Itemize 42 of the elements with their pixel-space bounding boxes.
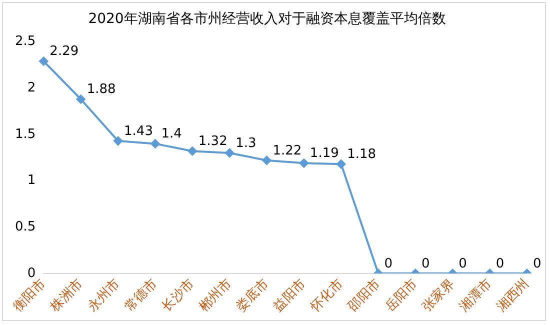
x-tick-label: 娄底市: [234, 276, 272, 315]
x-tick-label: 怀化市: [307, 276, 346, 316]
point: [336, 160, 346, 169]
x-tick-label: 张家界: [418, 276, 458, 315]
data-label: 2.29: [50, 44, 79, 60]
x-tick-label: 岳阳市: [382, 276, 421, 315]
point: [114, 136, 123, 146]
x-tick-label: 湘西州: [494, 276, 532, 315]
y-tick-label: 0.5: [14, 219, 36, 234]
point: [39, 56, 48, 66]
data-label: 1.3: [236, 136, 256, 151]
point: [150, 139, 160, 148]
point: [262, 156, 272, 165]
x-tick-label: 邵阳市: [345, 276, 384, 315]
y-tick-label: 1.5: [14, 126, 36, 142]
y-tick-label: 2.5: [14, 34, 36, 50]
data-label: 1.88: [86, 82, 116, 98]
x-tick-label: 常德市: [122, 276, 160, 315]
chart-title: 2020年湖南省各市州经营收入对于融资本息覆盖平均倍数: [88, 11, 446, 28]
x-tick-label: 株洲市: [47, 276, 86, 316]
point: [76, 94, 86, 104]
data-label: 0: [421, 256, 430, 272]
point: [299, 158, 308, 168]
data-label: 1.18: [347, 146, 376, 162]
point: [225, 148, 234, 158]
x-tick-label: 永州市: [84, 276, 124, 315]
data-label: 0: [458, 256, 467, 272]
data-label: 1.32: [198, 134, 228, 149]
x-tick-label: 益阳市: [270, 276, 310, 315]
y-tick-label: 1: [27, 173, 36, 188]
data-label: 0: [384, 256, 393, 272]
data-label: 1.43: [124, 124, 153, 139]
data-label: 0: [533, 256, 542, 272]
y-tick-label: 2: [27, 80, 36, 96]
data-label: 0: [496, 256, 504, 272]
x-tick-label: 郴州市: [196, 276, 235, 315]
data-label: 1.19: [310, 146, 339, 162]
x-tick-label: 湘潭市: [456, 276, 496, 315]
x-tick-label: 长沙市: [159, 276, 198, 315]
data-label: 1.22: [272, 143, 302, 158]
data-label: 1.4: [161, 126, 182, 142]
point: [188, 146, 197, 156]
